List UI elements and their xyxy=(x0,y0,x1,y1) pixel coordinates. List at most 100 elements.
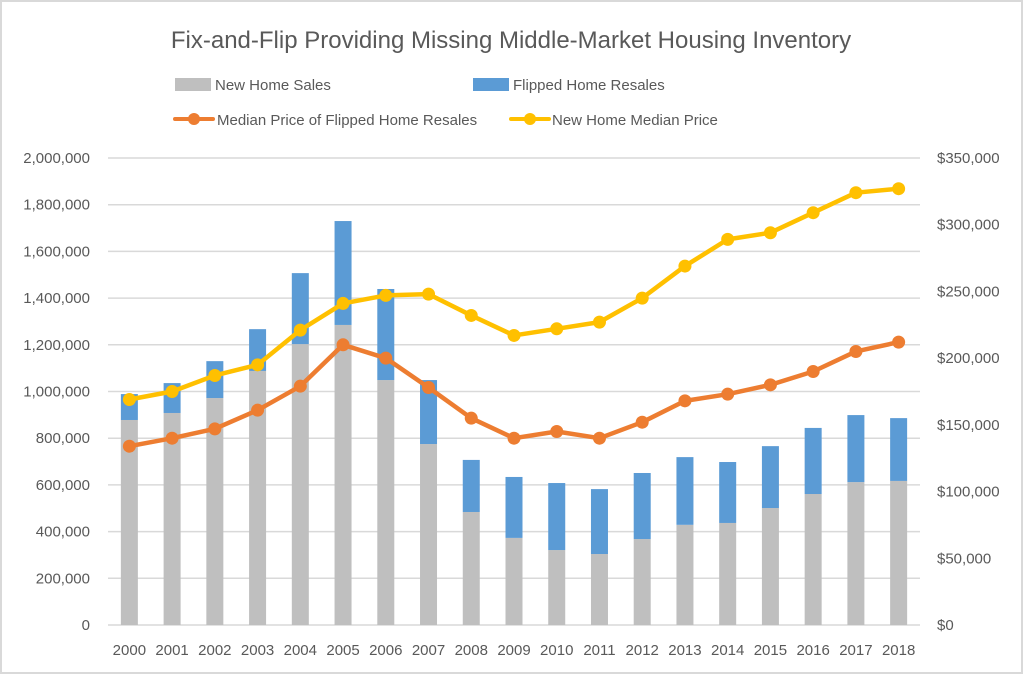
point-median-price-of-flipped-home-resales xyxy=(721,387,735,401)
point-new-home-median-price xyxy=(422,287,436,301)
x-tick-label: 2000 xyxy=(113,642,146,659)
bar-flipped-home-resales xyxy=(590,489,608,555)
legend-item-new-home-median-price[interactable]: New Home Median Price xyxy=(509,112,718,129)
bar-flipped-home-resales xyxy=(804,427,822,495)
x-tick-label: 2003 xyxy=(241,642,274,659)
point-median-price-of-flipped-home-resales xyxy=(464,411,478,425)
point-median-price-of-flipped-home-resales xyxy=(507,431,521,445)
point-median-price-of-flipped-home-resales xyxy=(806,364,820,378)
bar-flipped-home-resales xyxy=(719,462,737,523)
bar-new-home-sales xyxy=(719,522,737,625)
point-median-price-of-flipped-home-resales xyxy=(849,344,863,358)
x-tick-label: 2001 xyxy=(155,642,188,659)
point-new-home-median-price xyxy=(849,186,863,200)
x-tick-label: 2004 xyxy=(284,642,317,659)
point-new-home-median-price xyxy=(122,393,136,407)
point-median-price-of-flipped-home-resales xyxy=(251,403,265,417)
y-axis-right: $0 $50,000 $100,000 $150,000 $200,000 $250,00… xyxy=(937,150,1000,634)
bar-flipped-home-resales xyxy=(761,446,779,509)
x-tick-label: 2013 xyxy=(668,642,701,659)
bar-flipped-home-resales xyxy=(377,288,395,381)
line-median-price-of-flipped-home-resales xyxy=(127,339,901,449)
x-tick-label: 2014 xyxy=(711,642,744,659)
y2-tick-label: $350,000 xyxy=(937,150,1000,167)
point-median-price-of-flipped-home-resales xyxy=(208,422,222,436)
point-new-home-median-price xyxy=(293,323,307,337)
x-tick-label: 2012 xyxy=(626,642,659,659)
legend-label: New Home Median Price xyxy=(552,112,718,129)
point-new-home-median-price xyxy=(464,308,478,322)
point-median-price-of-flipped-home-resales xyxy=(336,338,350,352)
bar-flipped-home-resales xyxy=(462,459,480,512)
x-tick-label: 2010 xyxy=(540,642,573,659)
point-median-price-of-flipped-home-resales xyxy=(379,351,393,365)
bar-new-home-sales xyxy=(291,344,309,625)
bar-new-home-sales xyxy=(420,444,438,625)
point-median-price-of-flipped-home-resales xyxy=(293,379,307,393)
bar-series xyxy=(120,221,908,625)
legend: New Home Sales Flipped Home Resales Medi… xyxy=(173,77,718,129)
legend-marker-yellow xyxy=(524,113,536,125)
x-tick-label: 2006 xyxy=(369,642,402,659)
point-new-home-median-price xyxy=(892,182,906,196)
legend-swatch-flipped-home-resales xyxy=(473,78,509,91)
bar-flipped-home-resales xyxy=(548,483,566,551)
bar-new-home-sales xyxy=(377,380,395,625)
bar-new-home-sales xyxy=(890,480,908,625)
legend-label: Flipped Home Resales xyxy=(513,77,665,94)
point-median-price-of-flipped-home-resales xyxy=(635,415,649,429)
legend-item-median-price-flipped[interactable]: Median Price of Flipped Home Resales xyxy=(173,112,477,129)
bar-flipped-home-resales xyxy=(847,415,865,483)
bar-new-home-sales xyxy=(120,419,138,625)
x-tick-label: 2016 xyxy=(796,642,829,659)
y2-tick-label: $0 xyxy=(937,617,954,634)
point-median-price-of-flipped-home-resales xyxy=(763,378,777,392)
bar-new-home-sales xyxy=(590,554,608,625)
bar-new-home-sales xyxy=(163,412,181,625)
point-median-price-of-flipped-home-resales xyxy=(122,439,136,453)
bar-flipped-home-resales xyxy=(676,457,694,525)
legend-item-new-home-sales[interactable]: New Home Sales xyxy=(175,77,331,94)
point-new-home-median-price xyxy=(550,322,564,336)
bar-new-home-sales xyxy=(334,324,352,625)
y-tick-label: 400,000 xyxy=(36,524,90,541)
y-tick-label: 1,800,000 xyxy=(23,197,90,214)
point-median-price-of-flipped-home-resales xyxy=(422,380,436,394)
y2-tick-label: $300,000 xyxy=(937,217,1000,234)
point-new-home-median-price xyxy=(251,358,265,372)
point-new-home-median-price xyxy=(763,226,777,240)
line-series xyxy=(122,182,906,453)
point-new-home-median-price xyxy=(592,315,606,329)
point-new-home-median-price xyxy=(806,206,820,220)
bar-new-home-sales xyxy=(761,508,779,625)
y-tick-label: 0 xyxy=(82,617,90,634)
x-tick-label: 2011 xyxy=(583,642,615,659)
chart-title: Fix-and-Flip Providing Missing Middle-Ma… xyxy=(171,27,851,54)
bar-new-home-sales xyxy=(633,539,651,625)
y-tick-label: 1,400,000 xyxy=(23,290,90,307)
x-tick-label: 2007 xyxy=(412,642,445,659)
bar-flipped-home-resales xyxy=(505,476,523,538)
point-median-price-of-flipped-home-resales xyxy=(550,425,564,439)
y-tick-label: 1,000,000 xyxy=(23,384,90,401)
y-tick-label: 1,200,000 xyxy=(23,337,90,354)
point-new-home-median-price xyxy=(721,232,735,246)
x-tick-label: 2015 xyxy=(754,642,787,659)
x-axis: 2000 2001 2002 2003 2004 2005 2006 2007 2008 2009… xyxy=(113,642,916,659)
bar-flipped-home-resales xyxy=(420,380,438,445)
point-new-home-median-price xyxy=(336,296,350,310)
point-median-price-of-flipped-home-resales xyxy=(892,335,906,349)
bar-flipped-home-resales xyxy=(890,418,908,481)
point-new-home-median-price xyxy=(208,368,222,382)
point-median-price-of-flipped-home-resales xyxy=(678,394,692,408)
y2-tick-label: $250,000 xyxy=(937,283,1000,300)
bar-new-home-sales xyxy=(548,550,566,625)
legend-item-flipped-home-resales[interactable]: Flipped Home Resales xyxy=(473,77,665,94)
legend-swatch-new-home-sales xyxy=(175,78,211,91)
bar-new-home-sales xyxy=(676,524,694,625)
bar-flipped-home-resales xyxy=(633,472,651,540)
y2-tick-label: $50,000 xyxy=(937,550,991,567)
bar-new-home-sales xyxy=(249,370,267,625)
x-tick-label: 2009 xyxy=(497,642,530,659)
bar-new-home-sales xyxy=(804,494,822,625)
